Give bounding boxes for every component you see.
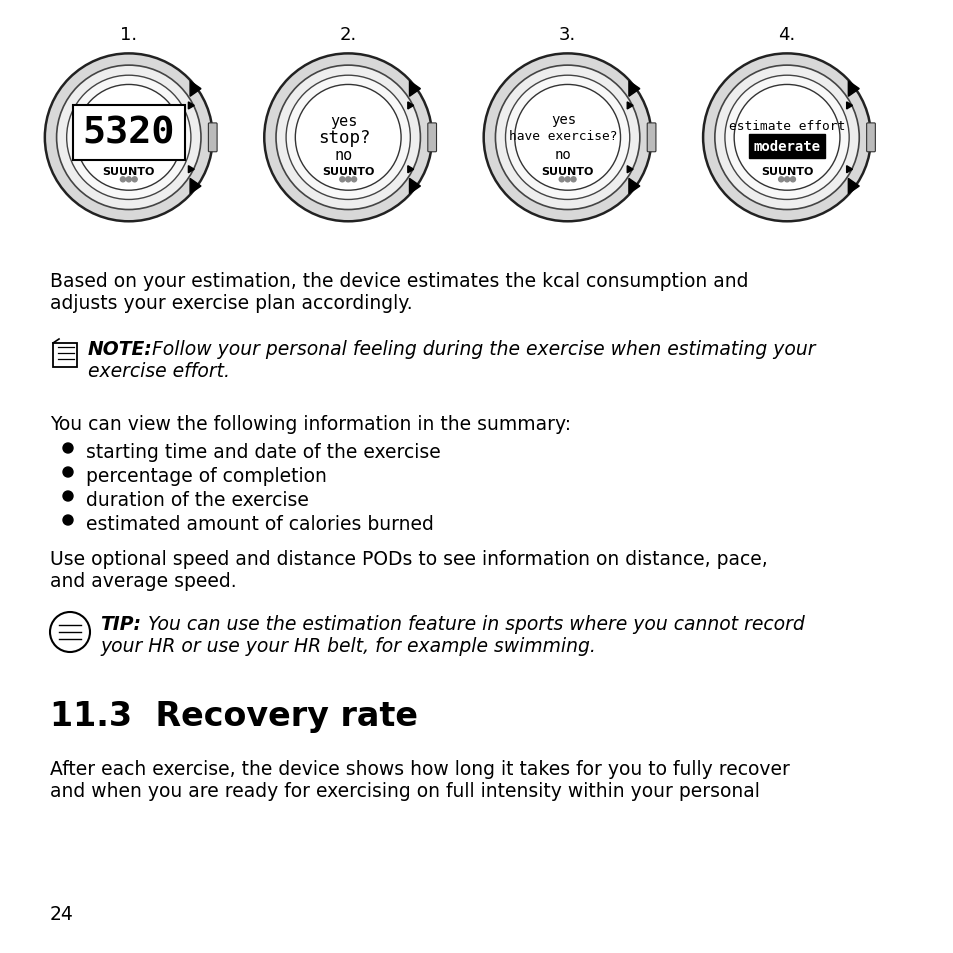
Text: NOTE:: NOTE: bbox=[88, 339, 152, 358]
Circle shape bbox=[339, 177, 344, 183]
Circle shape bbox=[778, 177, 782, 183]
Circle shape bbox=[702, 54, 870, 222]
Circle shape bbox=[571, 177, 576, 183]
Text: Use optional speed and distance PODs to see information on distance, pace,: Use optional speed and distance PODs to … bbox=[50, 550, 767, 568]
Circle shape bbox=[63, 492, 73, 501]
Text: moderate: moderate bbox=[753, 139, 820, 153]
Text: Follow your personal feeling during the exercise when estimating your: Follow your personal feeling during the … bbox=[146, 339, 815, 358]
Circle shape bbox=[734, 86, 839, 191]
Text: exercise effort.: exercise effort. bbox=[88, 361, 230, 380]
Circle shape bbox=[275, 66, 420, 211]
Circle shape bbox=[724, 76, 848, 200]
Circle shape bbox=[345, 177, 351, 183]
Text: SUUNTO: SUUNTO bbox=[103, 167, 154, 176]
Polygon shape bbox=[190, 82, 201, 97]
Text: TIP:: TIP: bbox=[100, 615, 141, 634]
Circle shape bbox=[126, 177, 132, 183]
Polygon shape bbox=[628, 179, 639, 194]
Text: SUUNTO: SUUNTO bbox=[541, 167, 593, 176]
Circle shape bbox=[63, 516, 73, 525]
Polygon shape bbox=[407, 167, 414, 173]
Polygon shape bbox=[409, 82, 420, 97]
Text: and when you are ready for exercising on full intensity within your personal: and when you are ready for exercising on… bbox=[50, 781, 760, 801]
Text: have exercise?: have exercise? bbox=[509, 130, 617, 143]
Text: estimated amount of calories burned: estimated amount of calories burned bbox=[86, 515, 434, 534]
Circle shape bbox=[783, 177, 789, 183]
Text: 11.3  Recovery rate: 11.3 Recovery rate bbox=[50, 700, 417, 732]
Polygon shape bbox=[190, 179, 201, 194]
FancyBboxPatch shape bbox=[53, 344, 77, 368]
Circle shape bbox=[515, 86, 619, 191]
Text: 2.: 2. bbox=[339, 27, 356, 45]
Text: and average speed.: and average speed. bbox=[50, 572, 236, 590]
Text: duration of the exercise: duration of the exercise bbox=[86, 491, 309, 510]
FancyBboxPatch shape bbox=[427, 124, 436, 152]
Text: You can use the estimation feature in sports where you cannot record: You can use the estimation feature in sp… bbox=[142, 615, 804, 634]
Text: 24: 24 bbox=[50, 904, 73, 923]
Polygon shape bbox=[847, 82, 859, 97]
Polygon shape bbox=[188, 103, 194, 110]
Polygon shape bbox=[188, 167, 194, 173]
Circle shape bbox=[790, 177, 795, 183]
Text: yes: yes bbox=[330, 114, 357, 129]
Text: no: no bbox=[335, 148, 353, 162]
Circle shape bbox=[295, 86, 400, 191]
Polygon shape bbox=[845, 167, 852, 173]
Circle shape bbox=[63, 443, 73, 454]
Text: You can view the following information in the summary:: You can view the following information i… bbox=[50, 415, 571, 434]
Circle shape bbox=[564, 177, 570, 183]
Polygon shape bbox=[409, 179, 420, 194]
Polygon shape bbox=[845, 103, 852, 110]
Text: After each exercise, the device shows how long it takes for you to fully recover: After each exercise, the device shows ho… bbox=[50, 760, 789, 779]
Text: no: no bbox=[555, 148, 571, 162]
Circle shape bbox=[56, 66, 201, 211]
Text: 4.: 4. bbox=[778, 27, 795, 45]
Text: percentage of completion: percentage of completion bbox=[86, 467, 327, 485]
Text: 5320: 5320 bbox=[83, 115, 174, 152]
Polygon shape bbox=[407, 103, 414, 110]
Circle shape bbox=[714, 66, 859, 211]
Circle shape bbox=[76, 86, 181, 191]
Circle shape bbox=[352, 177, 356, 183]
FancyBboxPatch shape bbox=[208, 124, 217, 152]
Text: your HR or use your HR belt, for example swimming.: your HR or use your HR belt, for example… bbox=[100, 637, 596, 656]
Text: starting time and date of the exercise: starting time and date of the exercise bbox=[86, 442, 440, 461]
Circle shape bbox=[505, 76, 629, 200]
Polygon shape bbox=[626, 103, 633, 110]
Circle shape bbox=[483, 54, 651, 222]
Circle shape bbox=[558, 177, 563, 183]
Text: adjusts your exercise plan accordingly.: adjusts your exercise plan accordingly. bbox=[50, 294, 413, 313]
Text: stop?: stop? bbox=[317, 130, 370, 147]
Circle shape bbox=[495, 66, 639, 211]
Text: 3.: 3. bbox=[558, 27, 576, 45]
Circle shape bbox=[264, 54, 432, 222]
Circle shape bbox=[286, 76, 410, 200]
Polygon shape bbox=[628, 82, 639, 97]
FancyBboxPatch shape bbox=[646, 124, 656, 152]
Text: SUUNTO: SUUNTO bbox=[322, 167, 374, 176]
Text: estimate effort: estimate effort bbox=[728, 120, 844, 132]
Text: SUUNTO: SUUNTO bbox=[760, 167, 812, 176]
Circle shape bbox=[45, 54, 213, 222]
Polygon shape bbox=[847, 179, 859, 194]
Text: yes: yes bbox=[550, 112, 576, 127]
Circle shape bbox=[120, 177, 125, 183]
Circle shape bbox=[63, 468, 73, 477]
Circle shape bbox=[132, 177, 137, 183]
Polygon shape bbox=[626, 167, 633, 173]
Circle shape bbox=[50, 613, 90, 652]
Circle shape bbox=[67, 76, 191, 200]
Text: 1.: 1. bbox=[120, 27, 137, 45]
Text: Based on your estimation, the device estimates the kcal consumption and: Based on your estimation, the device est… bbox=[50, 272, 748, 291]
FancyBboxPatch shape bbox=[865, 124, 875, 152]
